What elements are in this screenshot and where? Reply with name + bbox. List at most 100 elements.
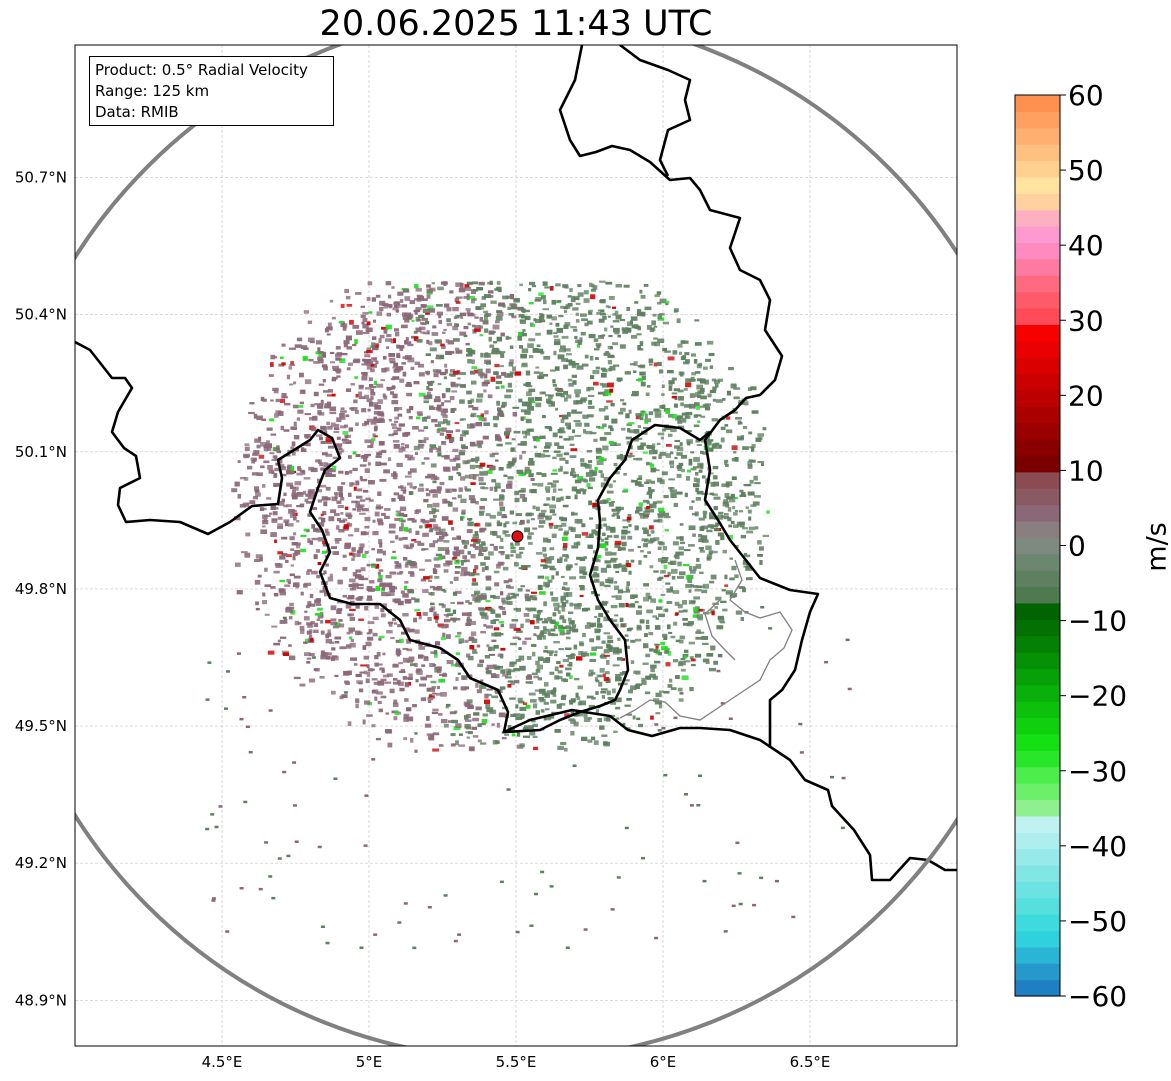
velocity-echo-cell bbox=[472, 473, 479, 477]
velocity-echo-cell bbox=[566, 567, 571, 571]
velocity-echo-cell bbox=[407, 457, 412, 461]
velocity-echo-cell bbox=[269, 418, 275, 422]
velocity-echo-cell bbox=[350, 657, 358, 661]
velocity-echo-cell bbox=[638, 723, 643, 728]
velocity-echo-cell bbox=[533, 626, 540, 629]
velocity-echo-cell bbox=[512, 636, 520, 639]
velocity-echo-cell bbox=[583, 712, 588, 718]
velocity-echo-cell bbox=[668, 478, 675, 481]
velocity-echo-cell bbox=[419, 568, 425, 571]
velocity-echo-cell bbox=[392, 550, 396, 553]
velocity-echo-cell bbox=[599, 500, 607, 504]
velocity-echo-cell bbox=[423, 576, 430, 580]
velocity-echo-cell bbox=[620, 399, 625, 402]
velocity-echo-cell bbox=[358, 547, 364, 551]
velocity-echo-cell bbox=[563, 452, 570, 456]
velocity-echo-cell bbox=[608, 335, 613, 338]
velocity-echo-cell bbox=[310, 621, 315, 625]
velocity-echo-cell bbox=[292, 496, 297, 500]
velocity-echo-cell bbox=[665, 662, 671, 667]
velocity-echo-cell bbox=[446, 433, 452, 439]
velocity-echo-cell bbox=[528, 355, 534, 359]
velocity-echo-cell bbox=[269, 452, 275, 455]
velocity-echo-cell bbox=[460, 571, 467, 577]
velocity-echo-cell bbox=[543, 601, 547, 607]
velocity-echo-cell bbox=[544, 645, 548, 650]
velocity-echo-cell bbox=[730, 384, 737, 389]
velocity-echo-cell bbox=[677, 420, 683, 424]
velocity-echo-cell bbox=[647, 551, 651, 554]
velocity-echo-cell bbox=[430, 360, 434, 364]
velocity-echo-cell bbox=[530, 324, 536, 327]
velocity-echo-cell bbox=[320, 630, 325, 635]
velocity-echo-cell bbox=[293, 421, 297, 427]
velocity-echo-cell bbox=[549, 504, 557, 509]
velocity-echo-cell bbox=[542, 635, 546, 640]
velocity-echo-cell bbox=[654, 294, 660, 298]
velocity-echo-cell bbox=[679, 351, 683, 355]
velocity-echo-cell bbox=[755, 526, 759, 530]
velocity-echo-cell bbox=[544, 486, 551, 491]
velocity-echo-cell bbox=[314, 402, 321, 406]
velocity-echo-cell bbox=[476, 287, 483, 291]
colorbar-segment bbox=[1015, 193, 1060, 211]
velocity-echo-cell bbox=[378, 638, 382, 641]
velocity-echo-cell bbox=[429, 347, 437, 352]
velocity-echo-cell bbox=[591, 283, 595, 288]
velocity-echo-cell bbox=[454, 618, 461, 621]
velocity-echo-cell bbox=[446, 660, 454, 665]
velocity-echo-cell bbox=[566, 629, 571, 634]
velocity-echo-cell bbox=[331, 316, 336, 320]
velocity-echo-cell bbox=[432, 494, 438, 498]
velocity-echo-cell bbox=[593, 438, 598, 442]
velocity-echo-cell bbox=[263, 507, 267, 511]
velocity-echo-cell bbox=[299, 683, 306, 687]
velocity-echo-cell bbox=[668, 433, 673, 437]
velocity-echo-cell bbox=[288, 508, 295, 514]
velocity-echo-cell bbox=[628, 627, 634, 630]
velocity-echo-cell bbox=[614, 564, 619, 569]
velocity-echo-cell bbox=[392, 440, 400, 443]
velocity-echo-cell bbox=[493, 644, 499, 649]
velocity-echo-cell bbox=[458, 744, 465, 747]
velocity-echo-cell bbox=[300, 345, 308, 349]
velocity-echo-cell bbox=[434, 423, 441, 427]
velocity-echo-cell bbox=[542, 626, 547, 631]
velocity-echo-cell bbox=[284, 584, 291, 587]
velocity-echo-cell bbox=[627, 321, 633, 327]
velocity-echo-cell bbox=[502, 610, 507, 616]
velocity-echo-cell bbox=[692, 533, 696, 537]
velocity-echo-cell bbox=[612, 664, 620, 667]
velocity-echo-cell bbox=[411, 319, 415, 322]
velocity-echo-cell bbox=[562, 658, 570, 663]
velocity-echo-cell bbox=[534, 452, 541, 458]
velocity-echo-cell bbox=[254, 559, 261, 562]
velocity-echo-cell bbox=[702, 583, 709, 589]
velocity-echo-cell bbox=[442, 414, 448, 418]
velocity-echo-cell bbox=[713, 660, 718, 665]
velocity-echo-cell bbox=[315, 340, 322, 345]
velocity-echo-cell bbox=[661, 726, 666, 730]
velocity-echo-cell bbox=[684, 352, 690, 356]
velocity-echo-cell bbox=[459, 437, 464, 442]
velocity-echo-cell bbox=[438, 603, 444, 606]
velocity-echo-cell bbox=[292, 486, 299, 491]
velocity-echo-cell bbox=[428, 738, 435, 741]
velocity-echo-cell bbox=[239, 717, 244, 721]
velocity-echo-cell bbox=[284, 521, 289, 527]
velocity-echo-cell bbox=[502, 566, 509, 571]
velocity-echo-cell bbox=[494, 632, 502, 637]
velocity-echo-cell bbox=[287, 581, 291, 584]
velocity-echo-cell bbox=[601, 640, 606, 644]
velocity-echo-cell bbox=[658, 700, 662, 704]
velocity-echo-cell bbox=[661, 384, 665, 389]
velocity-echo-cell bbox=[441, 345, 446, 350]
velocity-echo-cell bbox=[437, 547, 445, 551]
velocity-echoes bbox=[205, 280, 852, 950]
velocity-echo-cell bbox=[309, 492, 316, 496]
velocity-echo-cell bbox=[685, 575, 692, 580]
velocity-echo-cell bbox=[561, 522, 567, 527]
velocity-echo-cell bbox=[491, 723, 495, 726]
velocity-echo-cell bbox=[513, 668, 520, 672]
velocity-echo-cell bbox=[616, 648, 622, 654]
